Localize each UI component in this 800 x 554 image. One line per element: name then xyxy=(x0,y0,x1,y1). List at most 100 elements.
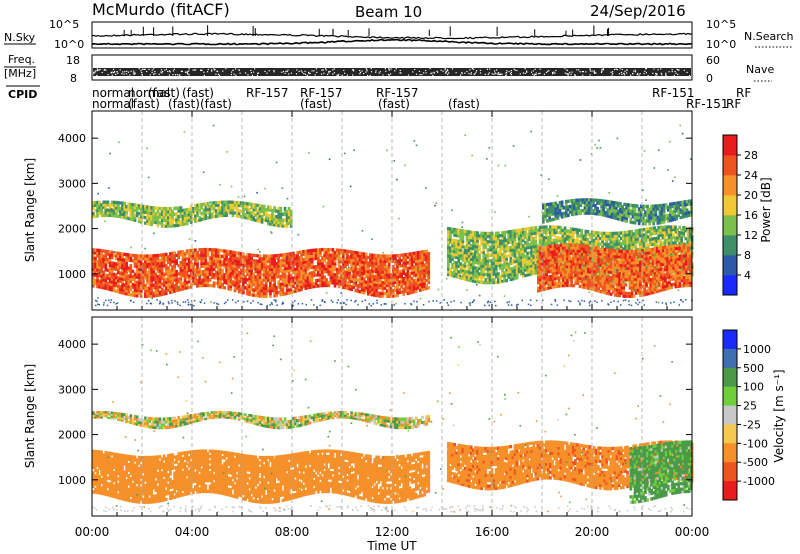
heatmap-cell xyxy=(281,263,285,268)
freq-dot xyxy=(378,72,380,74)
heatmap-cell xyxy=(352,274,356,279)
heatmap-cell xyxy=(350,266,353,270)
heatmap-cell xyxy=(196,208,199,212)
heatmap-cell xyxy=(273,217,276,221)
heatmap-cell xyxy=(408,274,412,278)
freq-dot xyxy=(442,70,444,72)
heatmap-cell xyxy=(96,265,99,269)
heatmap-cell xyxy=(285,255,289,259)
heatmap-cell xyxy=(601,234,604,238)
heatmap-cell xyxy=(649,240,652,244)
heatmap-cell xyxy=(653,226,656,230)
heatmap-cell xyxy=(183,284,187,288)
heatmap-cell xyxy=(480,250,483,255)
heatmap-cell xyxy=(242,285,245,289)
freq-dot xyxy=(366,70,368,72)
heatmap-cell xyxy=(171,268,174,272)
heatmap-cell xyxy=(314,265,318,269)
heatmap-cell xyxy=(175,286,178,290)
heatmap-cell xyxy=(603,272,606,277)
heatmap-cell xyxy=(300,263,303,267)
heatmap-cell xyxy=(609,231,613,236)
heatmap-cell xyxy=(258,289,262,293)
heatmap-cell xyxy=(530,234,533,238)
heatmap-cell xyxy=(669,241,673,245)
heatmap-cell xyxy=(354,275,358,279)
heatmap-cell xyxy=(321,267,324,271)
heatmap-cell xyxy=(227,284,231,288)
heatmap-cell xyxy=(580,262,583,266)
heatmap-cell xyxy=(565,237,569,241)
freq-dot xyxy=(505,74,507,76)
heatmap-cell xyxy=(92,273,95,277)
heatmap-cell xyxy=(125,216,128,220)
heatmap-cell xyxy=(331,250,335,255)
heatmap-cell xyxy=(644,227,648,231)
heatmap-cell xyxy=(511,240,515,244)
heatmap-cell xyxy=(235,286,239,291)
heatmap-cell xyxy=(497,253,500,257)
heatmap-cell xyxy=(102,283,106,287)
heatmap-cell xyxy=(634,232,638,236)
heatmap-cell xyxy=(449,254,452,258)
heatmap-cell xyxy=(131,205,135,209)
heatmap-cell xyxy=(139,289,143,293)
heatmap-cell xyxy=(264,294,268,298)
freq-dot xyxy=(652,72,654,74)
heatmap-cell xyxy=(217,251,220,255)
heatmap-cell xyxy=(509,261,513,266)
heatmap-cell xyxy=(137,278,141,282)
heatmap-cell xyxy=(472,241,475,245)
heatmap-cell xyxy=(146,210,149,215)
heatmap-cell xyxy=(181,287,185,291)
heatmap-cell xyxy=(373,269,376,273)
heatmap-cell xyxy=(455,233,458,238)
heatmap-cell xyxy=(256,294,260,298)
heatmap-cell xyxy=(306,265,310,269)
heatmap-cell xyxy=(665,241,669,245)
heatmap-cell xyxy=(258,275,262,279)
heatmap-cell xyxy=(530,245,533,249)
heatmap-cell xyxy=(459,254,463,258)
heatmap-cell xyxy=(567,237,571,242)
heatmap-cell xyxy=(488,231,492,236)
heatmap-cell xyxy=(586,243,590,247)
heatmap-cell xyxy=(198,267,201,271)
heatmap-cell xyxy=(482,280,486,285)
heatmap-cell xyxy=(337,265,341,269)
heatmap-cell xyxy=(300,266,303,270)
heatmap-cell xyxy=(630,237,633,242)
heatmap-cell xyxy=(198,281,201,285)
heatmap-cell xyxy=(369,271,372,275)
freq-dot xyxy=(352,74,354,76)
heatmap-cell xyxy=(148,281,151,285)
heatmap-cell xyxy=(296,259,299,263)
freq-dot xyxy=(614,68,616,71)
heatmap-cell xyxy=(540,241,544,245)
heatmap-cell xyxy=(482,275,486,279)
heatmap-cell xyxy=(273,286,276,290)
heatmap-cell xyxy=(419,253,422,257)
heatmap-cell xyxy=(169,206,172,211)
heatmap-cell xyxy=(482,239,486,244)
heatmap-cell xyxy=(235,206,239,210)
heatmap-cell xyxy=(231,211,235,215)
heatmap-cell xyxy=(396,262,399,266)
heatmap-cell xyxy=(396,288,399,292)
heatmap-cell xyxy=(369,274,372,278)
heatmap-cell xyxy=(139,278,143,282)
freq-dot xyxy=(468,73,470,75)
heatmap-cell xyxy=(244,269,247,273)
heatmap-cell xyxy=(277,283,281,287)
freq-dot xyxy=(610,71,612,73)
heatmap-cell xyxy=(659,225,663,229)
heatmap-cell xyxy=(387,291,391,296)
heatmap-cell xyxy=(137,257,141,261)
heatmap-cell xyxy=(187,285,191,290)
heatmap-cell xyxy=(522,230,525,234)
heatmap-cell xyxy=(250,277,253,281)
heatmap-cell xyxy=(501,263,504,267)
heatmap-cell xyxy=(158,280,162,284)
heatmap-cell xyxy=(674,236,677,240)
heatmap-cell xyxy=(279,215,283,219)
